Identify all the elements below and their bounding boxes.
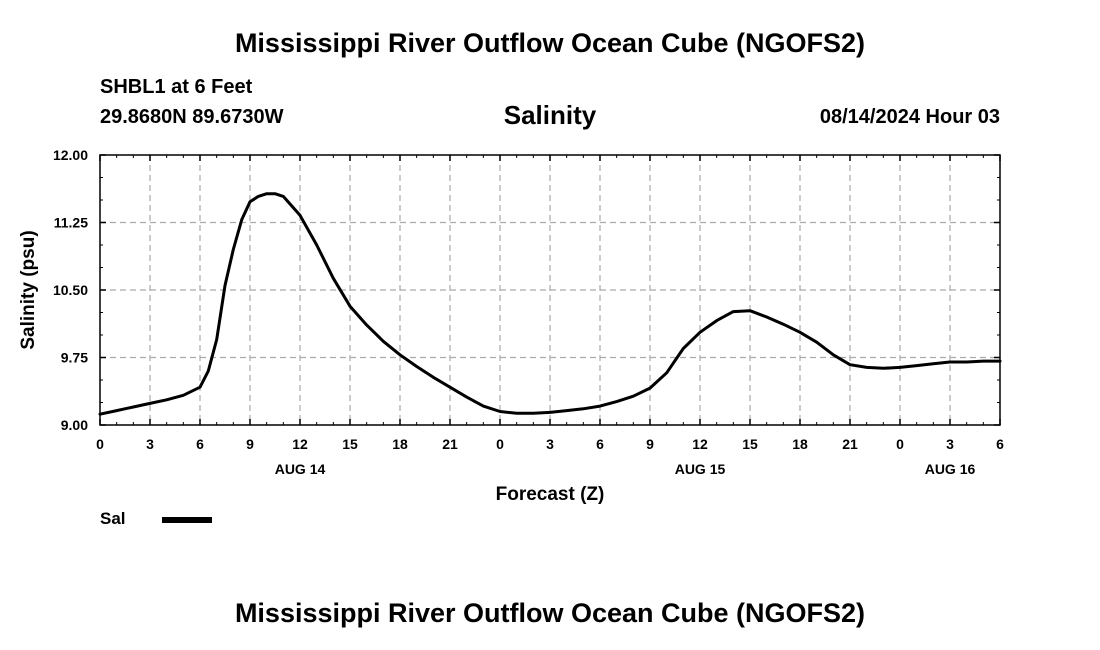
x-axis-title: Forecast (Z) bbox=[496, 484, 605, 505]
x-tick-label: 0 bbox=[496, 436, 504, 452]
plot-frame bbox=[99, 154, 1001, 426]
x-tick-label: 9 bbox=[646, 436, 654, 452]
forecast-datetime: 08/14/2024 Hour 03 bbox=[819, 106, 1000, 128]
station-label: SHBL1 at 6 Feet bbox=[100, 76, 253, 98]
series-layer bbox=[98, 192, 1002, 416]
x-tick-label: 0 bbox=[96, 436, 104, 452]
x-tick-label: 3 bbox=[946, 436, 954, 452]
y-tick-label: 9.00 bbox=[61, 417, 88, 433]
x-tick-label: 6 bbox=[996, 436, 1004, 452]
x-tick-label: 6 bbox=[596, 436, 604, 452]
legend-swatch bbox=[162, 517, 212, 523]
x-tick-label: 21 bbox=[842, 436, 858, 452]
x-tick-label: 6 bbox=[196, 436, 204, 452]
legend-label: Sal bbox=[100, 509, 126, 528]
series-line-sal bbox=[98, 192, 1002, 416]
day-label: AUG 16 bbox=[925, 461, 976, 477]
x-tick-label: 12 bbox=[292, 436, 308, 452]
x-tick-label: 9 bbox=[246, 436, 254, 452]
y-tick-label: 9.75 bbox=[61, 350, 88, 366]
grid bbox=[100, 155, 1000, 425]
chart-main-title: Mississippi River Outflow Ocean Cube (NG… bbox=[234, 28, 866, 58]
x-tick-label: 18 bbox=[392, 436, 408, 452]
x-tick-label: 18 bbox=[792, 436, 808, 452]
y-axis-title: Salinity (psu) bbox=[18, 230, 39, 349]
chart-footer-title: Mississippi River Outflow Ocean Cube (NG… bbox=[234, 598, 866, 628]
y-tick-label: 12.00 bbox=[53, 147, 88, 163]
x-tick-label: 12 bbox=[692, 436, 708, 452]
x-tick-label: 0 bbox=[896, 436, 904, 452]
day-label: AUG 14 bbox=[275, 461, 326, 477]
x-tick-label: 3 bbox=[146, 436, 154, 452]
y-tick-label: 10.50 bbox=[53, 282, 88, 298]
station-coordinates: 29.8680N 89.6730W bbox=[100, 106, 284, 128]
x-tick-label: 21 bbox=[442, 436, 458, 452]
axis-labels: 0 3 6 9 12 15 18 21 0 3 6 9 12 15 18 21 0 3 6 9.00 9.75 10.50… bbox=[18, 147, 1004, 505]
x-tick-label: 15 bbox=[742, 436, 758, 452]
x-tick-label: 15 bbox=[342, 436, 358, 452]
x-tick-label: 3 bbox=[546, 436, 554, 452]
chart-subtitle: Salinity bbox=[503, 100, 597, 130]
y-tick-label: 11.25 bbox=[54, 215, 88, 231]
day-label: AUG 15 bbox=[675, 461, 726, 477]
